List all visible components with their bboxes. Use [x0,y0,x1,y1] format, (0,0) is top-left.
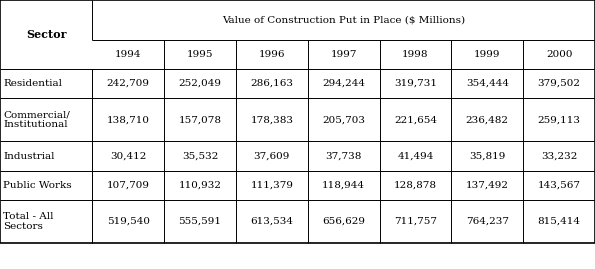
Text: 30,412: 30,412 [110,151,146,161]
Text: 1994: 1994 [115,50,142,59]
Text: 37,609: 37,609 [253,151,290,161]
Text: 294,244: 294,244 [322,79,365,88]
Text: Industrial: Industrial [3,151,55,161]
Text: 1995: 1995 [187,50,213,59]
Text: 128,878: 128,878 [394,180,437,190]
Text: 354,444: 354,444 [466,79,509,88]
Text: 221,654: 221,654 [394,115,437,124]
Text: 286,163: 286,163 [250,79,293,88]
Text: Value of Construction Put in Place ($ Millions): Value of Construction Put in Place ($ Mi… [222,15,465,24]
Text: 764,237: 764,237 [466,217,509,226]
Text: 1998: 1998 [402,50,428,59]
Text: 110,932: 110,932 [178,180,221,190]
Text: 111,379: 111,379 [250,180,293,190]
Text: Total - All
Sectors: Total - All Sectors [3,212,54,231]
Text: Residential: Residential [3,79,62,88]
Text: 35,819: 35,819 [469,151,505,161]
Text: 252,049: 252,049 [178,79,221,88]
Text: 118,944: 118,944 [322,180,365,190]
Text: 143,567: 143,567 [538,180,581,190]
Text: 1996: 1996 [259,50,285,59]
Text: 107,709: 107,709 [107,180,149,190]
Text: 33,232: 33,232 [541,151,577,161]
Text: 1999: 1999 [474,50,500,59]
Text: 41,494: 41,494 [397,151,434,161]
Text: 259,113: 259,113 [538,115,581,124]
Text: 2000: 2000 [546,50,572,59]
Text: Sector: Sector [26,29,67,40]
Text: 519,540: 519,540 [107,217,149,226]
Text: 656,629: 656,629 [322,217,365,226]
Text: 137,492: 137,492 [466,180,509,190]
Text: 236,482: 236,482 [466,115,509,124]
Text: 138,710: 138,710 [107,115,149,124]
Text: 613,534: 613,534 [250,217,293,226]
Text: 815,414: 815,414 [538,217,581,226]
Text: 242,709: 242,709 [107,79,149,88]
Text: 555,591: 555,591 [178,217,221,226]
Text: 319,731: 319,731 [394,79,437,88]
Text: 205,703: 205,703 [322,115,365,124]
Text: 157,078: 157,078 [178,115,221,124]
Text: Commercial/
Institutional: Commercial/ Institutional [3,110,70,129]
Text: 711,757: 711,757 [394,217,437,226]
Text: 35,532: 35,532 [182,151,218,161]
Text: Public Works: Public Works [3,180,71,190]
Text: 178,383: 178,383 [250,115,293,124]
Text: 1997: 1997 [330,50,357,59]
Text: 379,502: 379,502 [538,79,581,88]
Text: 37,738: 37,738 [325,151,362,161]
